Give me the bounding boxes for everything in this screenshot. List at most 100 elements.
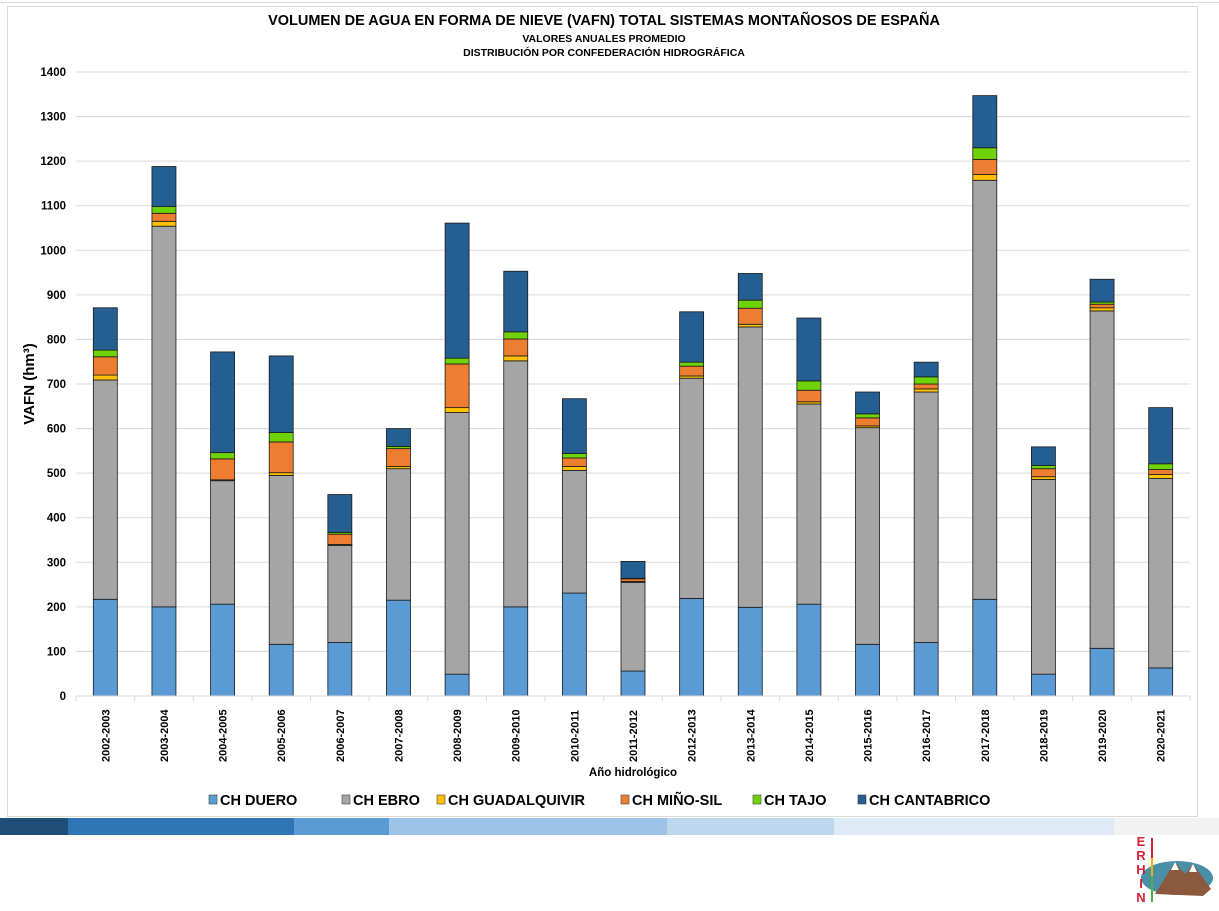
legend-item: CH GUADALQUIVIR	[436, 793, 585, 809]
bar-segment-ch-ebro	[268, 474, 294, 645]
top-divider	[0, 2, 1219, 3]
bar-segment-ch-ebro	[855, 427, 880, 645]
x-tick-label: 2002-2003	[100, 709, 112, 762]
x-tick-label: 2018-2019	[1038, 709, 1050, 762]
chart-subtitle-1: VALORES ANUALES PROMEDIO	[522, 33, 685, 45]
bar-stack-2019-2020	[1089, 278, 1115, 697]
bar-segment-ch-cantabrico	[151, 166, 177, 208]
x-tick-label: 2014-2015	[804, 709, 816, 762]
x-tick-label: 2016-2017	[921, 709, 933, 762]
y-tick-label: 100	[47, 646, 66, 658]
bar-stack-2016-2017	[913, 361, 939, 697]
bar-segment-ch-guadalquivir	[151, 220, 177, 227]
x-tick-label: 2015-2016	[863, 709, 875, 762]
bar-segment-ch-cantabrico	[1089, 278, 1115, 303]
bar-segment-ch-duero	[503, 606, 529, 697]
bar-segment-ch-cantabrico	[1031, 446, 1056, 466]
x-axis-label: Año hidrológico	[589, 767, 677, 779]
x-tick-label: 2005-2006	[276, 709, 288, 762]
bar-segment-ch-duero	[913, 642, 939, 697]
legend-swatch	[208, 794, 218, 805]
legend-label: CH DUERO	[220, 793, 297, 809]
bar-segment-ch-ebro	[327, 544, 353, 643]
y-tick-label: 1200	[40, 156, 66, 168]
logo-letter: H	[1136, 862, 1145, 877]
bar-segment-ch-miño-sil	[855, 417, 880, 427]
logo-letter: I	[1139, 876, 1143, 891]
bar-segment-ch-ebro	[1148, 478, 1174, 669]
bar-segment-ch-ebro	[151, 225, 177, 608]
bar-segment-ch-duero	[92, 598, 118, 697]
bar-stack-2005-2006	[268, 355, 294, 697]
y-tick-label: 300	[47, 557, 66, 569]
bar-stack-2009-2010	[503, 270, 529, 697]
bar-segment-ch-guadalquivir	[1148, 474, 1174, 479]
bar-segment-ch-tajo	[210, 452, 235, 460]
y-tick-label: 200	[47, 602, 66, 614]
bar-segment-ch-duero	[972, 598, 998, 697]
bar-segment-ch-ebro	[92, 379, 118, 600]
bar-stack-2015-2016	[855, 391, 880, 697]
bar-segment-ch-ebro	[679, 377, 705, 599]
footer-band-segment	[667, 818, 834, 835]
bar-segment-ch-duero	[444, 673, 470, 697]
bar-segment-ch-ebro	[796, 403, 822, 605]
legend-label: CH EBRO	[353, 793, 420, 809]
bar-segment-ch-tajo	[855, 413, 880, 419]
x-tick-label: 2008-2009	[452, 709, 464, 762]
y-tick-label: 1300	[40, 112, 66, 124]
bar-segment-ch-guadalquivir	[561, 466, 587, 471]
bar-segment-ch-miño-sil	[561, 457, 587, 467]
bar-segment-ch-guadalquivir	[913, 388, 939, 393]
y-tick-label: 600	[47, 424, 66, 436]
bar-segment-ch-cantabrico	[386, 428, 411, 447]
x-tick-label: 2013-2014	[745, 709, 757, 762]
bar-segment-ch-miño-sil	[679, 365, 705, 377]
x-axis-ticks: 2002-2003 2003-2004 2004-2005 2005-2006 2006…	[75, 696, 1191, 762]
bar-stack-2012-2013	[679, 311, 705, 697]
bar-segment-ch-duero	[210, 603, 235, 697]
x-tick-label: 2010-2011	[569, 710, 581, 762]
bar-segment-ch-tajo	[1148, 463, 1174, 470]
x-tick-label: 2020-2021	[1156, 709, 1168, 762]
bar-segment-ch-duero	[1148, 667, 1174, 697]
bar-segment-ch-duero	[620, 670, 646, 697]
bar-stack-2008-2009	[444, 222, 470, 697]
legend-swatch	[436, 794, 446, 805]
bar-segment-ch-ebro	[1089, 310, 1115, 649]
legend-item: CH CANTABRICO	[857, 793, 990, 809]
bar-segment-ch-miño-sil	[386, 448, 411, 467]
chart-title: VOLUMEN DE AGUA EN FORMA DE NIEVE (VAFN)…	[268, 11, 940, 29]
x-tick-label: 2011-2012	[628, 710, 640, 762]
bar-segment-ch-cantabrico	[561, 398, 587, 454]
legend-label: CH GUADALQUIVIR	[448, 793, 585, 809]
footer-color-band	[0, 818, 1219, 835]
bar-segment-ch-duero	[327, 642, 353, 697]
bar-segment-ch-ebro	[913, 391, 939, 643]
bar-segment-ch-cantabrico	[913, 361, 939, 378]
bar-stack-2003-2004	[151, 166, 177, 697]
bar-segment-ch-cantabrico	[620, 560, 646, 579]
bar-segment-ch-miño-sil	[913, 383, 939, 390]
y-tick-label: 400	[47, 513, 66, 525]
bar-segment-ch-guadalquivir	[503, 355, 529, 362]
legend-item: CH TAJO	[752, 793, 827, 809]
bar-segment-ch-guadalquivir	[1089, 307, 1115, 312]
bar-segment-ch-duero	[737, 606, 763, 697]
bar-segment-ch-tajo	[1031, 465, 1056, 470]
bar-segment-ch-duero	[1089, 647, 1115, 697]
bar-stack-2017-2018	[972, 95, 998, 697]
x-tick-label: 2017-2018	[980, 709, 992, 762]
bar-segment-ch-guadalquivir	[972, 174, 998, 181]
legend: CH DUERO CH EBRO CH GUADALQUIVIR CH MIÑO-SI…	[208, 791, 990, 809]
bar-segment-ch-miño-sil	[268, 441, 294, 474]
bar-stack-2020-2021	[1148, 407, 1174, 697]
bar-segment-ch-duero	[855, 643, 880, 697]
x-tick-label: 2019-2020	[1097, 709, 1109, 762]
bar-segment-ch-cantabrico	[210, 351, 235, 454]
x-tick-label: 2004-2005	[218, 709, 230, 762]
bar-segment-ch-cantabrico	[972, 95, 998, 149]
bar-segment-ch-miño-sil	[1148, 469, 1174, 475]
footer-band-segment	[389, 818, 667, 835]
